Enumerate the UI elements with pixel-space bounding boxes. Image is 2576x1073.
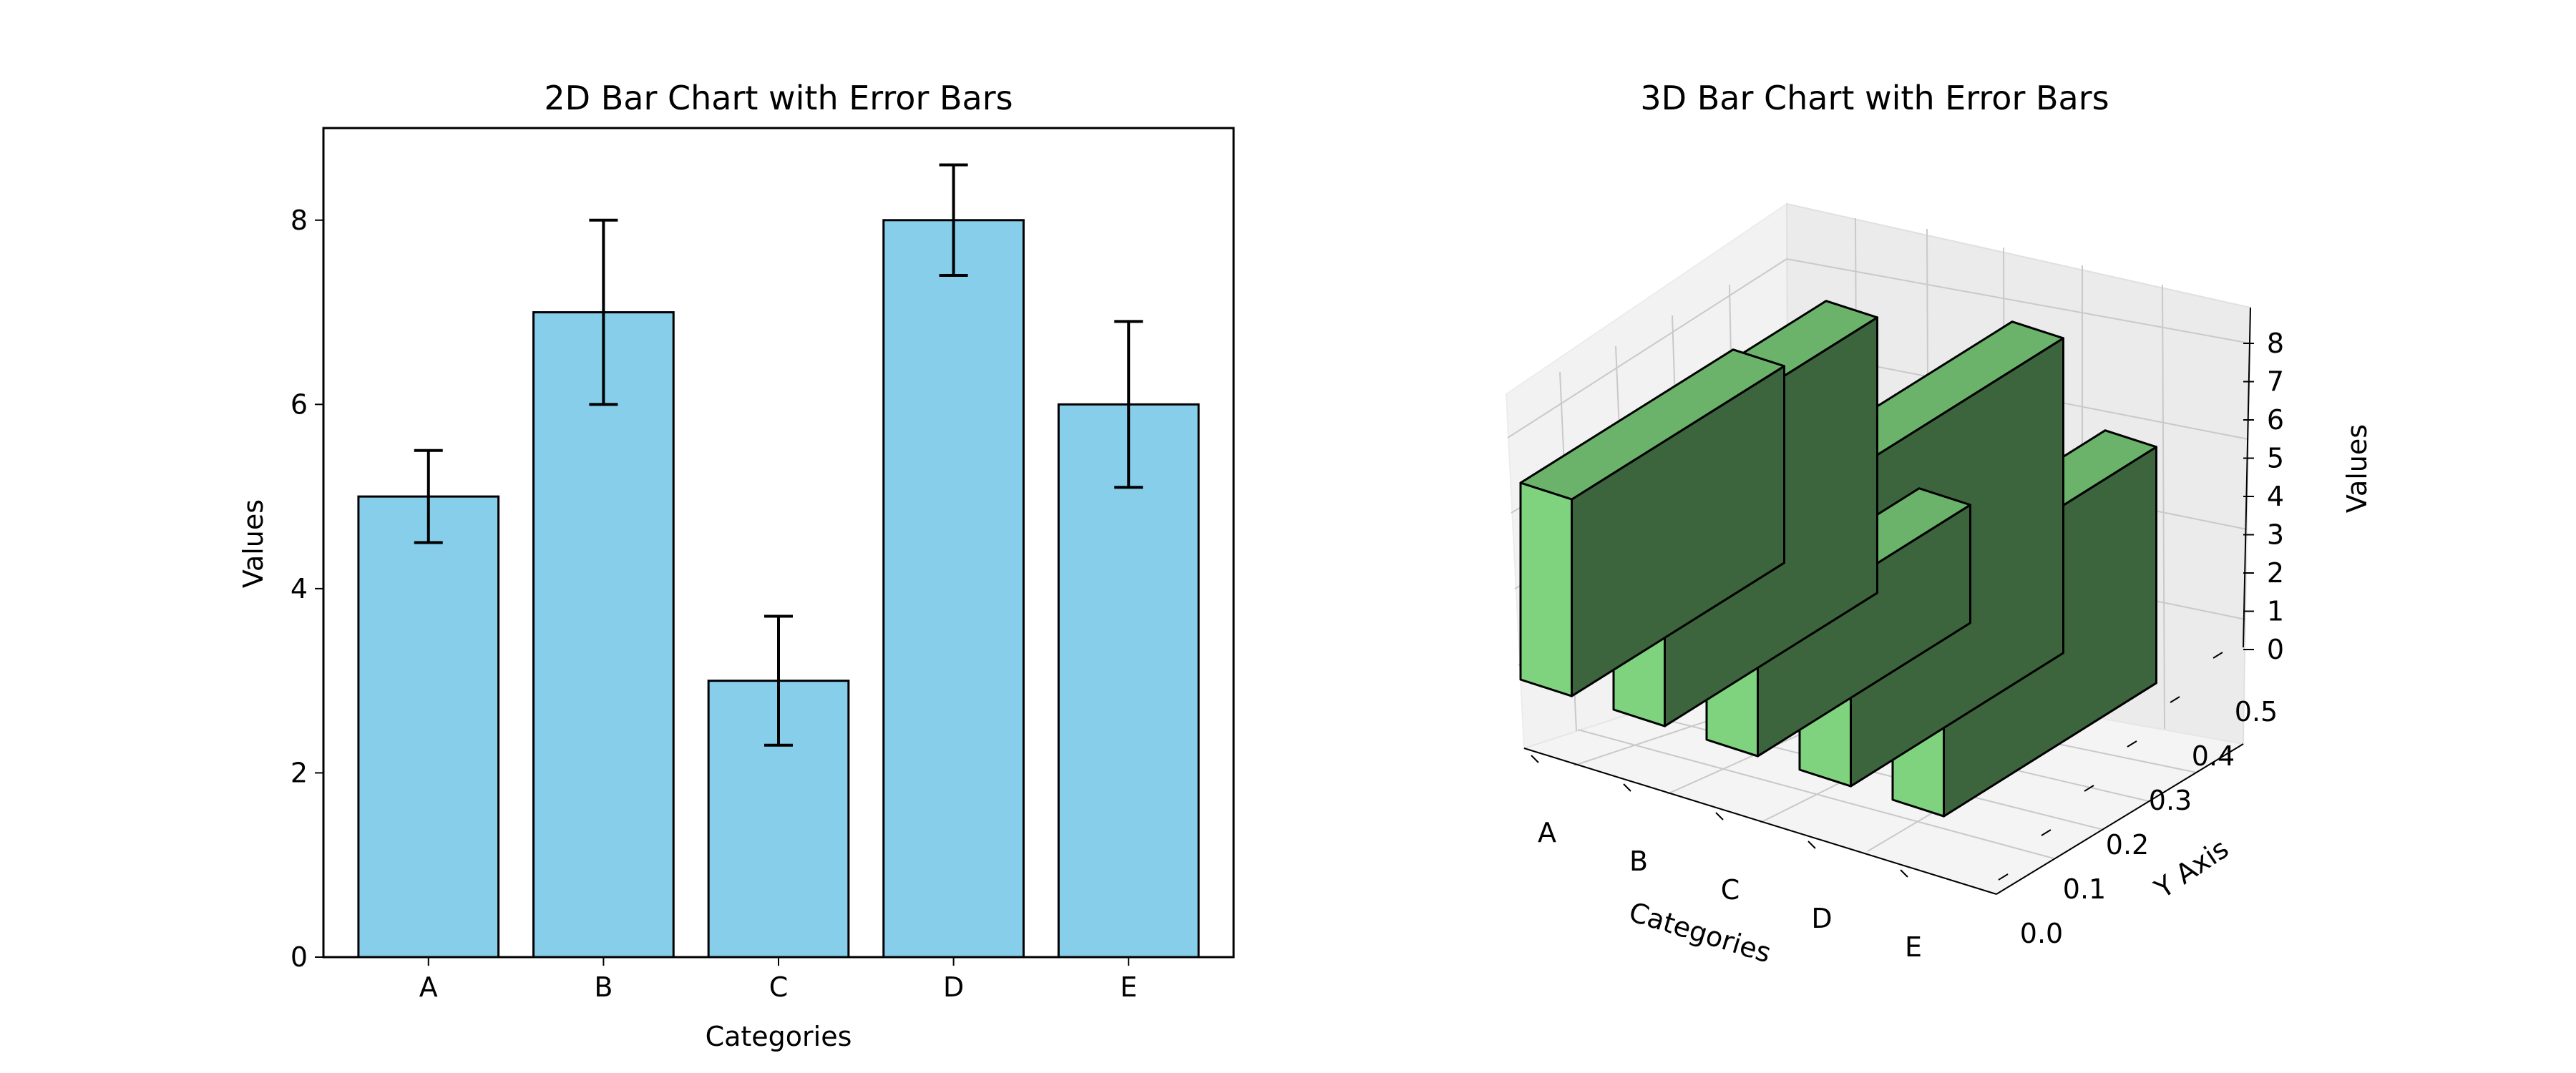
y3d-tick-label-0.0: 0.0: [2020, 918, 2063, 949]
x3d-tick-label-A: A: [1538, 817, 1556, 848]
x-axis-2d: A B C D E: [419, 957, 1137, 1003]
y-tick-label-4: 4: [291, 573, 308, 604]
y3d-tick-label-0.5: 0.5: [2235, 696, 2278, 727]
y-tick-label-2: 2: [291, 757, 308, 788]
z3d-tick-label-4: 4: [2267, 481, 2284, 512]
y-tick-label-6: 6: [291, 388, 308, 420]
z3d-tick-label-2: 2: [2267, 557, 2284, 589]
error-bars-2d: [414, 163, 1143, 747]
x3d-tick-mark-D: [1807, 841, 1816, 849]
axis-line-y-3d: [1996, 743, 2244, 895]
x-axis-label-2d: Categories: [706, 1021, 852, 1052]
bar-chart-2d: 2D Bar Chart with Error Bars 0 2 4 6 8 A B C D E…: [238, 79, 1235, 1052]
z3d-tick-label-0: 0: [2267, 634, 2284, 665]
y-axis-3d: 0.00.10.20.30.40.5: [1998, 652, 2278, 949]
x-tick-label-E: E: [1120, 971, 1137, 1003]
z3d-tick-label-3: 3: [2267, 519, 2284, 551]
bar-B: [532, 311, 675, 959]
y3d-tick-mark-0.2: [2084, 785, 2094, 792]
y3d-tick-mark-0.3: [2127, 740, 2137, 748]
y-axis-label-3d: Y Axis: [2148, 833, 2234, 905]
x3d-tick-mark-B: [1623, 783, 1631, 792]
bar-E: [1057, 403, 1200, 959]
bar-D: [882, 219, 1025, 959]
z-axis-label-3d: Values: [2341, 424, 2373, 513]
bar-3d-A: [1519, 348, 1785, 697]
x3d-tick-mark-C: [1715, 812, 1724, 820]
z3d-tick-label-5: 5: [2267, 443, 2284, 474]
y3d-tick-label-0.4: 0.4: [2192, 740, 2235, 772]
x3d-tick-mark-A: [1531, 755, 1539, 763]
y3d-tick-mark-0.5: [2212, 652, 2223, 659]
x3d-tick-label-E: E: [1905, 931, 1922, 963]
x3d-tick-label-D: D: [1811, 903, 1832, 934]
x3d-tick-mark-E: [1900, 869, 1908, 878]
x3d-tick-label-B: B: [1629, 846, 1648, 877]
y-tick-label-8: 8: [291, 205, 308, 236]
z3d-tick-label-8: 8: [2267, 328, 2284, 359]
y-axis-label-2d: Values: [238, 499, 269, 588]
z-axis-3d: 0 1 2 3 4 5 6 7 8: [2243, 328, 2284, 665]
z3d-tick-label-6: 6: [2267, 404, 2284, 436]
bars-3d: [1519, 300, 2157, 818]
x-tick-label-A: A: [419, 971, 438, 1003]
bars-2d: [357, 219, 1200, 959]
bar-A: [357, 495, 500, 959]
bar-chart-3d: 3D Bar Chart with Error Bars: [1505, 79, 2373, 969]
x-tick-label-D: D: [943, 971, 964, 1003]
x3d-tick-label-C: C: [1721, 874, 1740, 906]
y3d-tick-mark-0.1: [2041, 829, 2051, 836]
x-axis-3d: A B C D E: [1531, 755, 1922, 963]
y-tick-label-0: 0: [291, 941, 308, 973]
z3d-tick-label-1: 1: [2267, 596, 2284, 627]
axis-line-z-3d: [2243, 307, 2251, 648]
y3d-tick-label-0.2: 0.2: [2106, 829, 2149, 861]
x-tick-label-C: C: [769, 971, 789, 1003]
y-axis-2d: 0 2 4 6 8: [291, 205, 323, 973]
x-tick-label-B: B: [594, 971, 613, 1003]
x-axis-label-3d: Categories: [1625, 896, 1775, 969]
y3d-tick-mark-0.0: [1998, 873, 2009, 881]
y3d-tick-label-0.1: 0.1: [2063, 873, 2106, 905]
chart-2d-title: 2D Bar Chart with Error Bars: [544, 79, 1013, 117]
z3d-tick-label-7: 7: [2267, 366, 2284, 398]
y3d-tick-label-0.3: 0.3: [2149, 785, 2192, 816]
y3d-tick-mark-0.4: [2170, 696, 2180, 703]
bar-3d-front-A: [1519, 481, 1573, 697]
chart-3d-title: 3D Bar Chart with Error Bars: [1640, 79, 2109, 117]
axis-line-x-3d: [1523, 748, 1997, 895]
